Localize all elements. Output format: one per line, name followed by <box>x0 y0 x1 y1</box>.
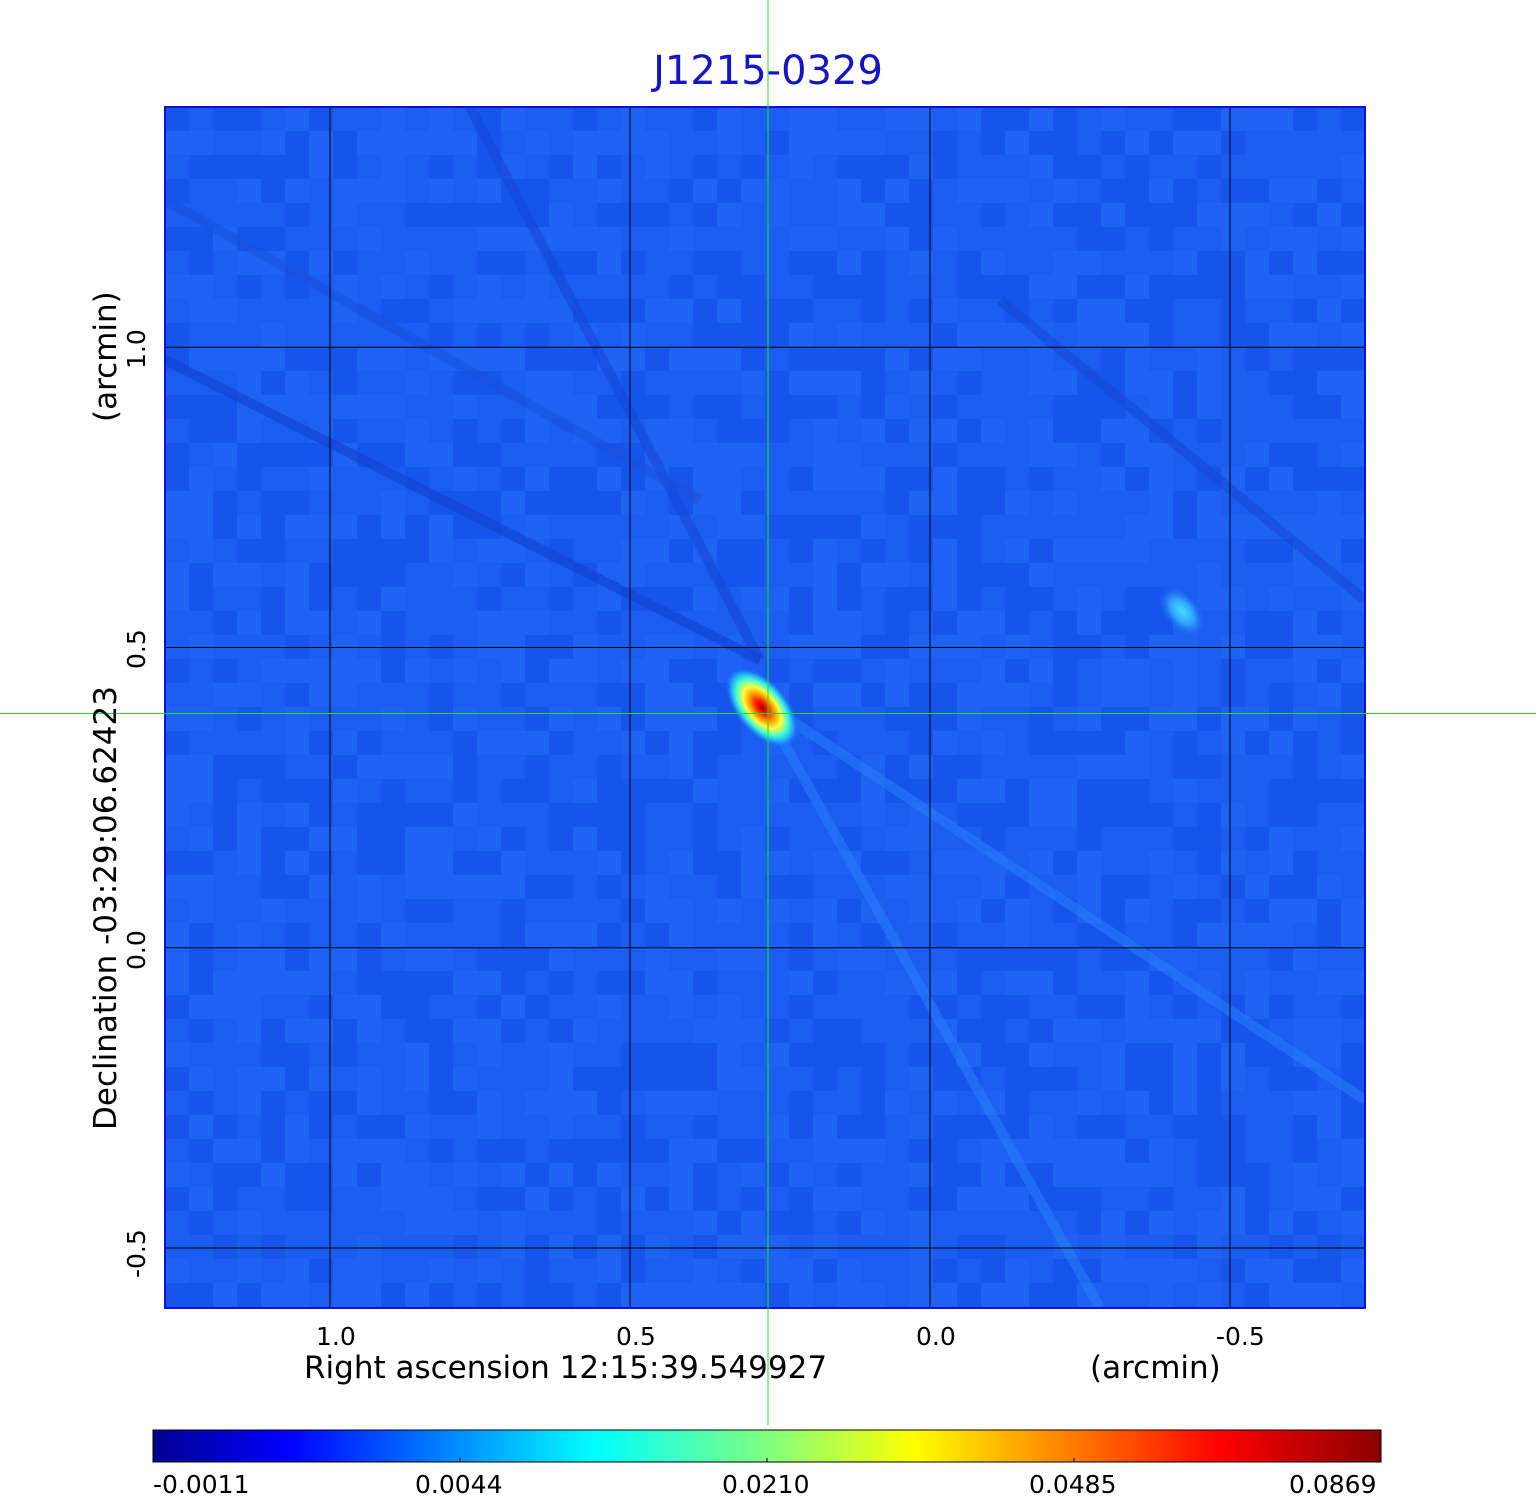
y-axis-unit: (arcmin) <box>88 291 124 422</box>
colorbar-tick-label: 0.0485 <box>1029 1470 1117 1499</box>
stripe-artifact <box>165 355 763 665</box>
y-tick-label: 0.0 <box>122 929 151 970</box>
coordinate-grid <box>165 107 1365 1308</box>
x-tick-label: 1.0 <box>316 1322 356 1351</box>
y-tick-label: 1.0 <box>122 329 151 370</box>
colorbar-tick-label: -0.0011 <box>153 1470 250 1499</box>
colorbar-tick-label: 0.0210 <box>722 1470 810 1499</box>
colorbar-tick-label: 0.0869 <box>1289 1470 1377 1499</box>
noise-texture <box>165 107 1365 1308</box>
stripe-artifact <box>465 107 765 663</box>
bright-source <box>725 667 799 748</box>
colorbar-ticks <box>152 1458 1382 1462</box>
stripe-artifact <box>757 695 1365 1105</box>
x-tick-label: 0.0 <box>916 1322 956 1351</box>
y-tick-label: -0.5 <box>122 1229 151 1278</box>
stripe-artifact <box>165 195 703 505</box>
y-axis-label: Declination -03:29:06.62423 <box>88 686 124 1130</box>
x-axis-label: Right ascension 12:15:39.549927 <box>304 1350 828 1386</box>
y-tick-label: 0.5 <box>122 629 151 670</box>
faint-source <box>1158 585 1206 638</box>
x-tick-label: -0.5 <box>1216 1322 1265 1351</box>
image-frame <box>164 106 1366 1309</box>
x-tick-label: 0.5 <box>616 1322 656 1351</box>
stripe-artifact <box>996 296 1365 604</box>
x-axis-unit: (arcmin) <box>1090 1350 1221 1386</box>
crosshair <box>0 0 1536 1425</box>
colorbar <box>152 1429 1382 1463</box>
colorbar-tick-label: 0.0044 <box>415 1470 503 1499</box>
